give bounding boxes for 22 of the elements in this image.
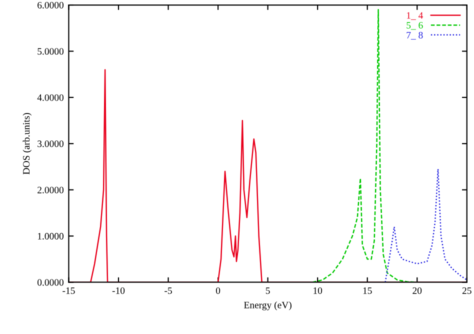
x-tick-label: -10 [112,287,125,294]
y-tick-label: 4.0000 [37,94,64,101]
x-axis-title: Energy (eV) [244,301,292,310]
x-tick-label: -5 [164,287,172,294]
y-tick-label: 3.0000 [38,140,64,148]
legend-label: 7_ 8 [406,32,423,40]
y-tick-label: 0.0000 [38,279,64,286]
line-series [384,168,467,282]
y-tick-label: 1.0000 [38,232,64,240]
y-tick-label: 2.0000 [38,186,64,194]
x-tick-label: 15 [363,287,372,294]
y-axis-title: DOS (arb.units) [22,112,32,174]
x-tick-label: 25 [462,287,472,294]
y-tick-label: 5.0000 [38,48,64,55]
y-tick-label: 6.0000 [38,2,64,9]
x-tick-label: 0 [216,287,220,294]
legend-label: 5_ 6 [406,22,423,30]
x-tick-label: 10 [314,287,322,294]
x-tick-label: -15 [62,287,75,294]
legend-label: 1_ 4 [406,12,423,20]
x-tick-label: 5 [266,287,270,294]
x-tick-label: 20 [412,287,422,294]
